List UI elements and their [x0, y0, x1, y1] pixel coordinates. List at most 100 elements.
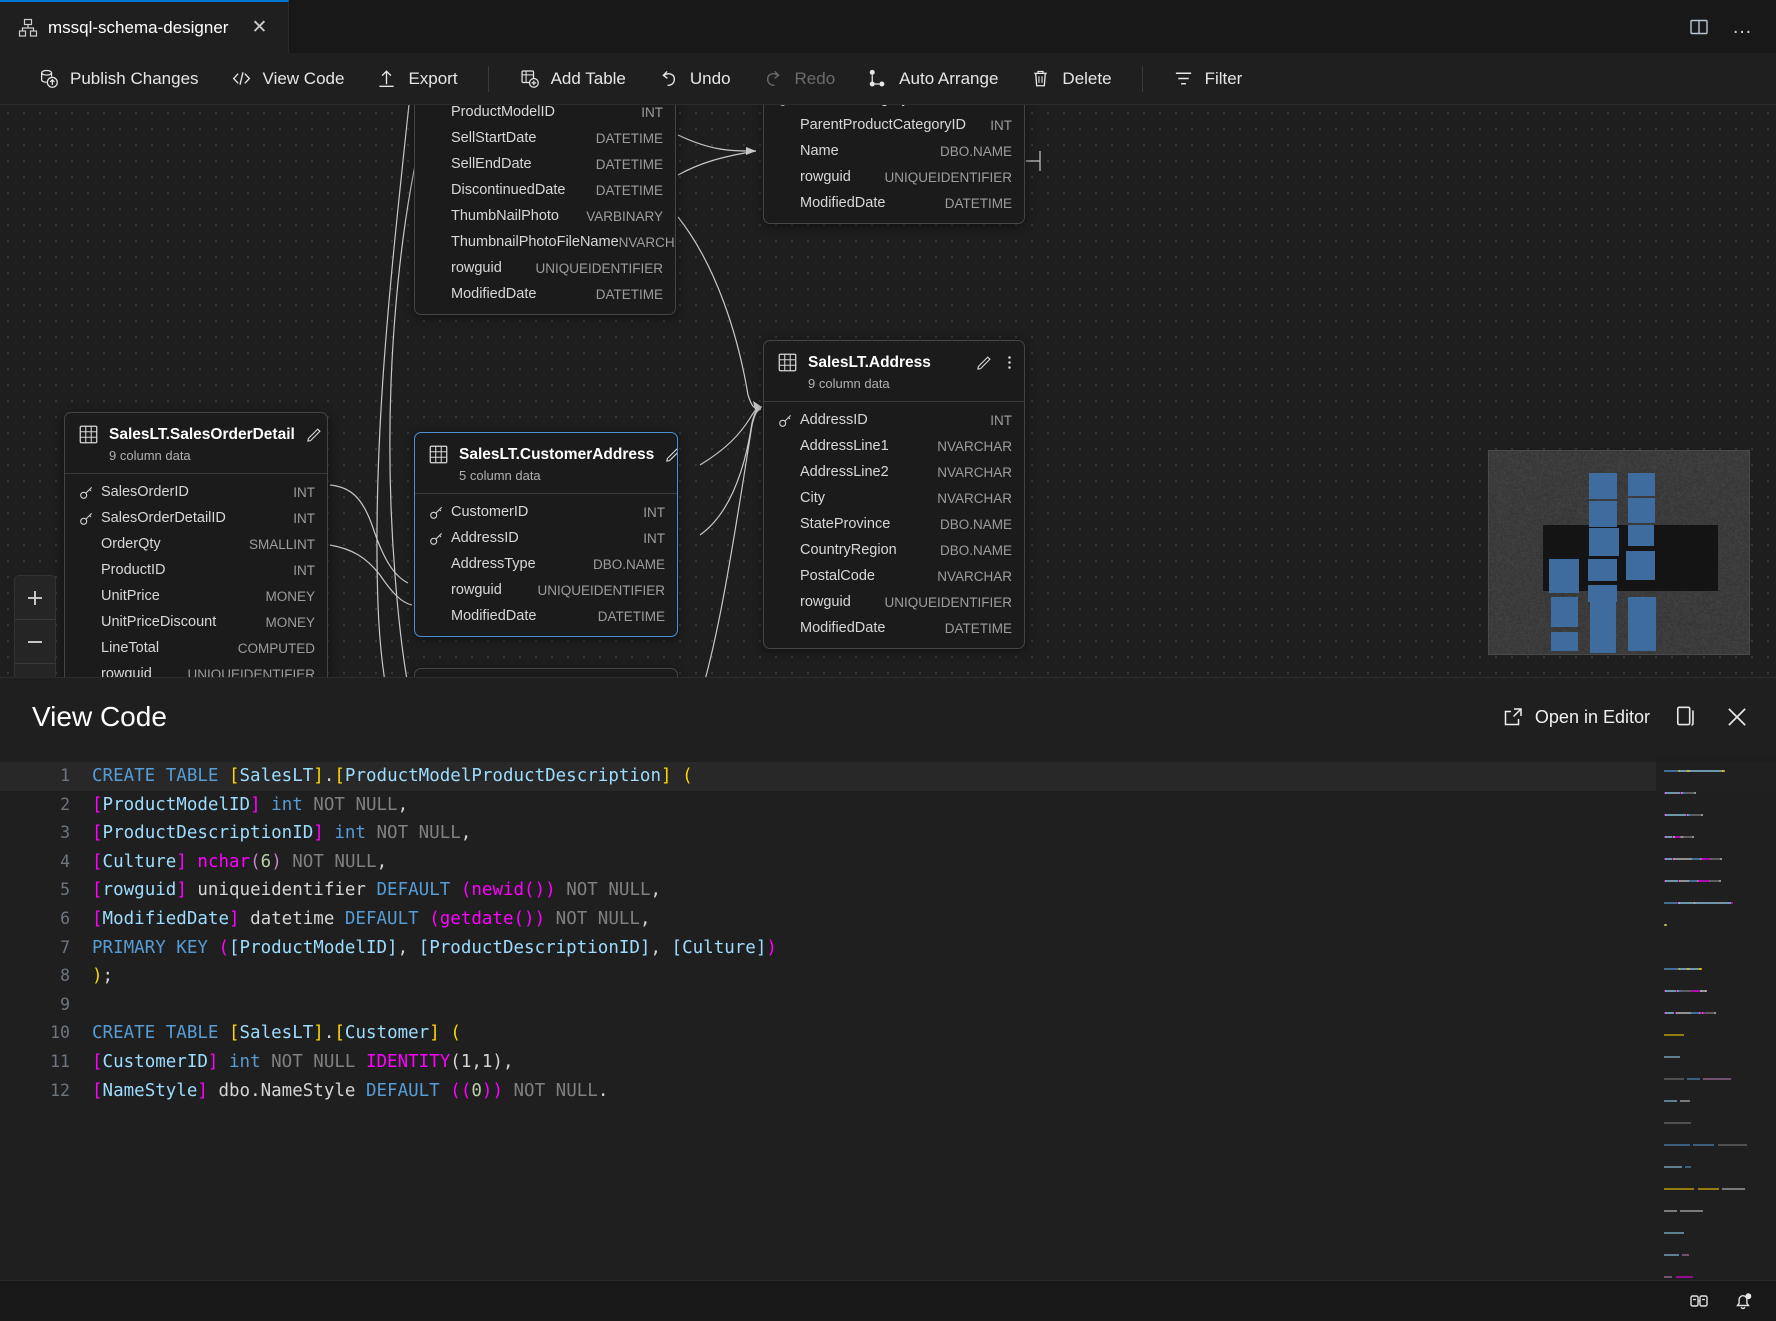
- column-name: SalesOrderID: [101, 484, 189, 500]
- table-node[interactable]: SalesLT.CustomerAddress 5 column data: [414, 432, 678, 637]
- more-actions-icon[interactable]: …: [1728, 12, 1758, 42]
- table-row[interactable]: ProductModelID INT: [415, 105, 675, 125]
- table-row[interactable]: SellStartDate DATETIME: [415, 125, 675, 151]
- table-row[interactable]: SalesOrderDetailID INT: [65, 505, 327, 531]
- split-editor-icon[interactable]: [1684, 12, 1714, 42]
- code-line[interactable]: 9: [0, 991, 1776, 1020]
- canvas-minimap[interactable]: [1488, 450, 1750, 655]
- primary-key-icon: [79, 511, 94, 526]
- table-row[interactable]: ThumbnailPhotoFileNameNVARCHAR: [415, 229, 675, 255]
- table-node[interactable]: 5 column data ProductCategoryID INT Pare…: [763, 105, 1025, 224]
- table-row[interactable]: rowguid UNIQUEIDENTIFIER: [764, 589, 1024, 615]
- minimap-code-stripe: [1705, 1012, 1714, 1014]
- edit-pencil-icon[interactable]: [976, 354, 993, 371]
- notification-bell-icon[interactable]: [1732, 1290, 1754, 1312]
- table-row[interactable]: ModifiedDate DATETIME: [764, 190, 1024, 216]
- editor-tab-mssql-schema-designer[interactable]: mssql-schema-designer ✕: [0, 0, 289, 53]
- code-line[interactable]: 5 [rowguid] uniqueidentifier DEFAULT (new…: [0, 876, 1776, 905]
- table-row[interactable]: CustomerID INT: [415, 499, 677, 525]
- export-button[interactable]: Export: [360, 60, 473, 98]
- table-row[interactable]: SellEndDate DATETIME: [415, 151, 675, 177]
- close-icon[interactable]: ✕: [246, 15, 272, 41]
- table-row[interactable]: UnitPrice MONEY: [65, 583, 327, 609]
- table-row[interactable]: ProductID INT: [65, 557, 327, 583]
- code-minimap[interactable]: [1656, 756, 1776, 1280]
- remote-connection-icon[interactable]: [1688, 1290, 1710, 1312]
- table-row[interactable]: rowguid UNIQUEIDENTIFIER: [65, 661, 327, 677]
- table-row[interactable]: StateProvince DBO.NAME: [764, 511, 1024, 537]
- schema-canvas[interactable]: WeightDECIMAL ProductCategoryIDINT Produ…: [0, 105, 1776, 677]
- code-line[interactable]: 4 [Culture] nchar(6) NOT NULL,: [0, 848, 1776, 877]
- delete-button[interactable]: Delete: [1014, 60, 1127, 98]
- copy-icon[interactable]: [1674, 704, 1700, 730]
- table-row[interactable]: AddressLine1 NVARCHAR: [764, 433, 1024, 459]
- table-row[interactable]: UnitPriceDiscount MONEY: [65, 609, 327, 635]
- publish-changes-button[interactable]: Publish Changes: [22, 60, 215, 98]
- line-number: 7: [0, 934, 92, 963]
- close-icon[interactable]: [1724, 704, 1750, 730]
- view-code-label: View Code: [263, 69, 345, 89]
- table-row[interactable]: AddressType DBO.NAME: [415, 551, 677, 577]
- table-header[interactable]: SalesLT.CustomerAddress 5 column data: [415, 433, 677, 493]
- table-row[interactable]: DiscontinuedDate DATETIME: [415, 177, 675, 203]
- table-row[interactable]: AddressID INT: [764, 407, 1024, 433]
- code-line[interactable]: 3 [ProductDescriptionID] int NOT NULL,: [0, 819, 1776, 848]
- code-line[interactable]: 10 CREATE TABLE [SalesLT].[Customer] (: [0, 1019, 1776, 1048]
- undo-button[interactable]: Undo: [642, 60, 747, 98]
- code-line[interactable]: 12 [NameStyle] dbo.NameStyle DEFAULT ((0)…: [0, 1077, 1776, 1106]
- table-row[interactable]: ModifiedDate DATETIME: [415, 603, 677, 629]
- code-text: [ModifiedDate] datetime DEFAULT (getdate…: [92, 905, 651, 934]
- code-line[interactable]: 7 PRIMARY KEY ([ProductModelID], [Product…: [0, 934, 1776, 963]
- table-row[interactable]: rowguid UNIQUEIDENTIFIER: [415, 577, 677, 603]
- code-line[interactable]: 8);: [0, 962, 1776, 991]
- table-header[interactable]: SalesLT.SalesOrderHeader 22 column data: [415, 669, 677, 677]
- table-node[interactable]: SalesLT.SalesOrderHeader 22 column data: [414, 668, 678, 677]
- table-header[interactable]: SalesLT.SalesOrderDetail 9 column data: [65, 413, 327, 473]
- auto-arrange-button[interactable]: Auto Arrange: [851, 60, 1014, 98]
- table-row[interactable]: rowguid UNIQUEIDENTIFIER: [764, 164, 1024, 190]
- table-row[interactable]: CountryRegion DBO.NAME: [764, 537, 1024, 563]
- minimap-code-stripe: [1710, 858, 1719, 860]
- table-row[interactable]: LineTotal COMPUTED: [65, 635, 327, 661]
- minimap-code-stripe: [1719, 880, 1721, 882]
- edit-pencil-icon[interactable]: [306, 426, 323, 443]
- open-in-editor-button[interactable]: Open in Editor: [1502, 706, 1650, 728]
- table-row[interactable]: AddressID INT: [415, 525, 677, 551]
- table-row[interactable]: SalesOrderID INT: [65, 479, 327, 505]
- fit-to-screen-button[interactable]: [15, 664, 55, 677]
- sql-code-editor[interactable]: 1 CREATE TABLE [SalesLT].[ProductModelPro…: [0, 756, 1776, 1280]
- code-line[interactable]: 2 [ProductModelID] int NOT NULL,: [0, 791, 1776, 820]
- code-line[interactable]: 11 [CustomerID] int NOT NULL IDENTITY(1,1…: [0, 1048, 1776, 1077]
- table-row[interactable]: OrderQty SMALLINT: [65, 531, 327, 557]
- edit-pencil-icon[interactable]: [665, 446, 678, 463]
- table-row[interactable]: AddressLine2 NVARCHAR: [764, 459, 1024, 485]
- table-node[interactable]: SalesLT.Address 9 column data: [763, 340, 1025, 649]
- table-node[interactable]: SalesLT.SalesOrderDetail 9 column data: [64, 412, 328, 677]
- table-row[interactable]: Name DBO.NAME: [764, 138, 1024, 164]
- table-node[interactable]: WeightDECIMAL ProductCategoryIDINT Produ…: [414, 105, 676, 315]
- view-code-button[interactable]: View Code: [215, 60, 361, 98]
- column-type: MONEY: [265, 615, 315, 630]
- add-table-button[interactable]: Add Table: [503, 60, 642, 98]
- zoom-out-button[interactable]: [15, 620, 55, 664]
- table-menu-icon[interactable]: [1007, 354, 1012, 371]
- minimap-code-stripe: [1665, 1012, 1674, 1014]
- table-header[interactable]: SalesLT.Address 9 column data: [764, 341, 1024, 401]
- table-row[interactable]: PostalCode NVARCHAR: [764, 563, 1024, 589]
- code-line[interactable]: 6 [ModifiedDate] datetime DEFAULT (getdat…: [0, 905, 1776, 934]
- table-row[interactable]: City NVARCHAR: [764, 485, 1024, 511]
- table-row[interactable]: ModifiedDate DATETIME: [415, 281, 675, 307]
- zoom-in-button[interactable]: [15, 576, 55, 620]
- primary-key-icon: [79, 485, 94, 500]
- table-row[interactable]: rowguid UNIQUEIDENTIFIER: [415, 255, 675, 281]
- table-row[interactable]: ProductCategoryID INT: [764, 105, 1024, 112]
- code-line[interactable]: 1 CREATE TABLE [SalesLT].[ProductModelPro…: [0, 762, 1776, 791]
- minimap-code-stripe: [1676, 1012, 1692, 1014]
- table-row[interactable]: ThumbNailPhoto VARBINARY: [415, 203, 675, 229]
- column-name: SellStartDate: [451, 130, 536, 146]
- table-row[interactable]: ParentProductCategoryID INT: [764, 112, 1024, 138]
- table-row[interactable]: ModifiedDate DATETIME: [764, 615, 1024, 641]
- redo-button[interactable]: Redo: [747, 60, 852, 98]
- column-type: DATETIME: [945, 621, 1012, 636]
- filter-button[interactable]: Filter: [1157, 60, 1259, 98]
